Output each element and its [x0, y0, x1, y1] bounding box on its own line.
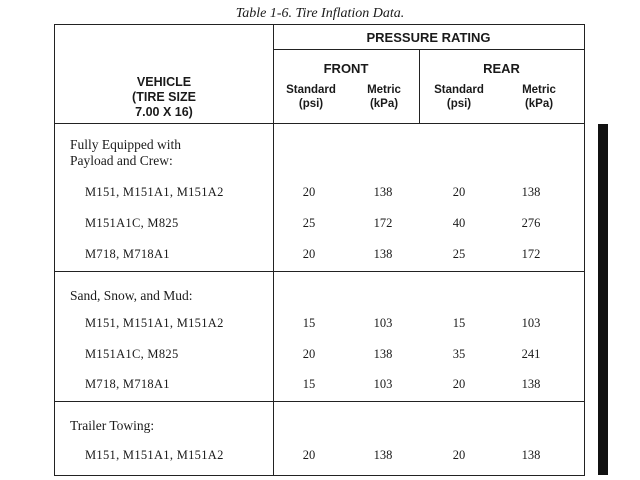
vehicle-cell: M151A1C, M825 [85, 216, 179, 230]
front-standard-cell: 15 [302, 377, 316, 391]
rear-metric-cell: 138 [521, 185, 541, 199]
vehicle-header: VEHICLE (TIRE SIZE 7.00 X 16) [55, 75, 273, 120]
front-metric-cell: 172 [373, 216, 393, 230]
header-line: Metric [522, 84, 556, 96]
vehicle-cell: M718, M718A1 [85, 247, 170, 261]
rear-metric-cell: 103 [521, 316, 541, 330]
header-line: (psi) [446, 98, 472, 110]
rear-standard-cell: 40 [452, 216, 466, 230]
front-standard-cell: 20 [302, 448, 316, 462]
vehicle-header-line: VEHICLE [136, 75, 192, 89]
header-line: Standard [286, 84, 336, 96]
header-line: Metric [367, 84, 401, 96]
header-line: Standard [434, 84, 484, 96]
front-header: FRONT [323, 61, 369, 76]
row-divider [273, 49, 584, 50]
row-divider [55, 123, 584, 124]
row-divider [55, 271, 584, 272]
rear-standard-cell: 20 [452, 377, 466, 391]
front-standard-cell: 20 [302, 185, 316, 199]
vehicle-header-line: (TIRE SIZE [132, 90, 196, 104]
section-title-line: Fully Equipped with [70, 137, 181, 152]
rear-standard-cell: 20 [452, 448, 466, 462]
front-metric-cell: 138 [373, 347, 393, 361]
rear-metric-header: Metric (kPa) [499, 83, 579, 111]
front-standard-cell: 25 [302, 216, 316, 230]
header-line: (psi) [298, 98, 324, 110]
rear-header: REAR [483, 61, 520, 76]
front-standard-cell: 20 [302, 247, 316, 261]
front-metric-header: Metric (kPa) [349, 83, 419, 111]
rear-standard-cell: 25 [452, 247, 466, 261]
tire-inflation-table: VEHICLE (TIRE SIZE 7.00 X 16) PRESSURE R… [54, 24, 585, 476]
front-metric-cell: 103 [373, 316, 393, 330]
rear-standard-cell: 15 [452, 316, 466, 330]
rear-metric-cell: 138 [521, 448, 541, 462]
pressure-rating-header: PRESSURE RATING [366, 30, 491, 45]
rear-standard-cell: 20 [452, 185, 466, 199]
rear-metric-cell: 241 [521, 347, 541, 361]
front-metric-cell: 138 [373, 247, 393, 261]
vehicle-cell: M718, M718A1 [85, 377, 170, 391]
rear-standard-header: Standard (psi) [419, 83, 499, 111]
front-metric-cell: 138 [373, 448, 393, 462]
section-title-line: Sand, Snow, and Mud: [70, 288, 193, 303]
column-divider [419, 49, 420, 123]
row-divider [55, 401, 584, 402]
rear-metric-cell: 276 [521, 216, 541, 230]
rear-standard-cell: 35 [452, 347, 466, 361]
section-title-line: Trailer Towing: [70, 418, 155, 433]
front-standard-header: Standard (psi) [273, 83, 349, 111]
header-line: (kPa) [369, 98, 399, 110]
rear-metric-cell: 172 [521, 247, 541, 261]
table-caption: Table 1-6. Tire Inflation Data. [235, 6, 405, 21]
rear-metric-cell: 138 [521, 377, 541, 391]
front-metric-cell: 138 [373, 185, 393, 199]
section-title: Fully Equipped with Payload and Crew: [70, 137, 181, 169]
section-title: Trailer Towing: [70, 418, 154, 434]
section-title-line: Payload and Crew: [70, 153, 173, 168]
vehicle-cell: M151, M151A1, M151A2 [85, 316, 224, 330]
vehicle-cell: M151, M151A1, M151A2 [85, 448, 224, 462]
front-standard-cell: 15 [302, 316, 316, 330]
section-title: Sand, Snow, and Mud: [70, 288, 193, 304]
header-line: (kPa) [524, 98, 554, 110]
column-divider [273, 25, 274, 475]
front-standard-cell: 20 [302, 347, 316, 361]
scan-edge-bar [598, 124, 608, 475]
vehicle-cell: M151, M151A1, M151A2 [85, 185, 224, 199]
front-metric-cell: 103 [373, 377, 393, 391]
vehicle-header-line: 7.00 X 16) [135, 105, 193, 119]
vehicle-cell: M151A1C, M825 [85, 347, 179, 361]
